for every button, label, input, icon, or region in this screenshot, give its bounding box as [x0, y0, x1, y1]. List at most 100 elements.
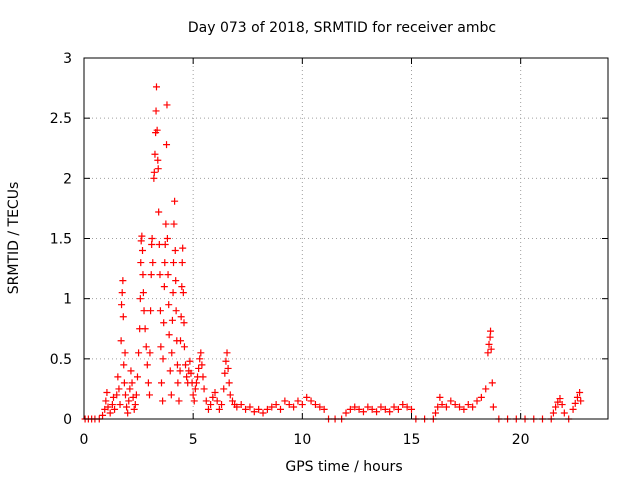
- data-point: [147, 307, 155, 315]
- data-point: [146, 391, 153, 399]
- data-point: [155, 208, 163, 216]
- data-point: [346, 405, 354, 413]
- data-point: [136, 295, 144, 303]
- data-point: [290, 403, 298, 411]
- data-point: [104, 403, 112, 411]
- data-point: [202, 397, 210, 405]
- data-point: [140, 307, 148, 315]
- data-point: [277, 405, 284, 413]
- data-point: [556, 395, 564, 403]
- x-tick-label: 15: [403, 432, 421, 448]
- data-point: [178, 259, 186, 267]
- data-point: [552, 403, 560, 411]
- data-point: [161, 259, 169, 267]
- data-point: [199, 373, 207, 381]
- data-point: [233, 403, 241, 411]
- data-point: [255, 405, 263, 413]
- data-point: [114, 373, 122, 381]
- data-point: [111, 405, 119, 413]
- data-point: [469, 403, 477, 411]
- data-point: [164, 271, 172, 279]
- data-point: [195, 364, 203, 372]
- data-point: [464, 401, 472, 409]
- data-point: [175, 397, 183, 405]
- data-point: [226, 391, 234, 399]
- data-point: [250, 408, 258, 416]
- data-point: [168, 349, 176, 357]
- data-point: [154, 165, 162, 173]
- data-point: [163, 101, 171, 109]
- data-point: [180, 343, 188, 351]
- data-point: [127, 367, 135, 375]
- data-point: [119, 313, 127, 321]
- data-point: [150, 168, 158, 176]
- data-point: [484, 349, 492, 357]
- data-point: [488, 379, 496, 387]
- data-point: [139, 289, 147, 297]
- data-point: [151, 150, 159, 158]
- data-point: [554, 398, 562, 406]
- tick-labels: 0 5 10 15 20 0 0.5 1 1.5 2 2.5 3: [50, 51, 530, 448]
- data-point: [211, 389, 219, 397]
- x-tick-label: 20: [512, 432, 530, 448]
- data-point: [144, 379, 152, 387]
- data-point: [571, 399, 579, 407]
- data-point: [170, 259, 178, 267]
- data-point: [180, 319, 188, 327]
- data-point: [558, 401, 566, 409]
- data-point: [159, 355, 167, 363]
- data-point: [386, 408, 394, 416]
- data-point: [118, 301, 126, 309]
- data-point: [473, 397, 481, 405]
- data-point: [167, 391, 175, 399]
- data-point: [403, 403, 411, 411]
- data-point: [577, 397, 585, 405]
- data-point: [124, 409, 132, 417]
- data-point: [456, 403, 464, 411]
- data-point: [399, 401, 407, 409]
- data-point: [192, 379, 200, 387]
- data-point: [102, 397, 110, 405]
- data-point: [190, 397, 198, 405]
- data-point: [489, 403, 497, 411]
- data-point: [171, 197, 179, 205]
- data-point: [434, 403, 442, 411]
- data-point: [155, 241, 163, 249]
- data-point: [143, 361, 151, 369]
- data-point: [451, 401, 459, 409]
- data-point: [120, 361, 128, 369]
- data-point: [177, 313, 185, 321]
- data-point: [482, 385, 490, 393]
- data-point: [131, 401, 139, 409]
- data-point: [576, 389, 584, 397]
- data-point: [573, 393, 581, 401]
- data-point: [364, 403, 372, 411]
- data-point: [173, 361, 181, 369]
- data-point: [394, 405, 402, 413]
- data-point: [432, 409, 440, 417]
- data-point: [172, 277, 180, 285]
- y-tick-label: 0: [63, 412, 72, 428]
- data-point: [447, 397, 455, 405]
- data-point: [436, 393, 444, 401]
- data-point: [182, 361, 190, 369]
- ticks: [83, 57, 608, 420]
- data-point: [148, 235, 156, 242]
- y-tick-label: 1.5: [50, 232, 72, 248]
- y-tick-label: 2: [63, 171, 72, 187]
- data-point: [373, 408, 381, 416]
- data-point: [108, 401, 116, 409]
- data-point: [115, 385, 123, 393]
- data-point: [560, 409, 568, 417]
- data-point: [487, 345, 495, 353]
- data-point: [285, 401, 293, 409]
- data-point: [148, 241, 156, 249]
- data-point: [154, 156, 162, 164]
- data-point: [477, 393, 485, 401]
- x-axis-label: GPS time / hours: [285, 459, 402, 475]
- data-point: [157, 343, 165, 351]
- data-point: [259, 409, 267, 417]
- data-point: [213, 397, 221, 405]
- data-point: [161, 241, 169, 249]
